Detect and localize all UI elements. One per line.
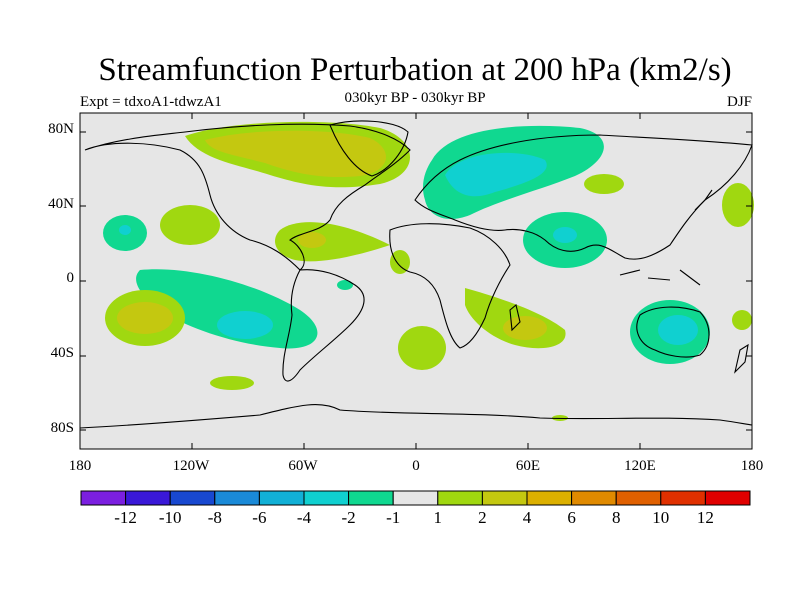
contour-ne-pacific-high — [160, 205, 220, 245]
colorbar-swatch — [169, 490, 216, 506]
lon-tick-120e: 120E — [624, 458, 656, 474]
colorbar-swatch — [214, 490, 260, 506]
colorbar-swatch — [348, 490, 394, 506]
colorbar-label: 1 — [433, 508, 443, 527]
coast-new-zealand — [734, 343, 749, 374]
colorbar-swatch — [437, 490, 483, 506]
chart-title: Streamfunction Perturbation at 200 hPa (… — [98, 52, 732, 88]
colorbar-label: 4 — [522, 508, 532, 527]
colorbar-label: -6 — [252, 508, 267, 527]
colorbar-label: -12 — [114, 508, 137, 527]
colorbar — [80, 490, 751, 506]
experiment-label: Expt = tdxoA1-tdwzA1 — [80, 94, 222, 110]
contour-eurasia-low-core — [445, 152, 547, 197]
contour-asia-high — [584, 174, 624, 194]
contour-na-high-core — [205, 130, 387, 178]
contour-spacific-low-core — [217, 311, 273, 339]
lon-tick-60w: 60W — [288, 458, 318, 474]
colorbar-label: -1 — [386, 508, 401, 527]
contour-eastpac-low — [337, 280, 353, 290]
colorbar-label: 10 — [652, 508, 670, 527]
colorbar-swatch — [392, 490, 439, 506]
coast-indonesia — [619, 269, 701, 286]
lat-tick-80s: 80S — [50, 420, 74, 436]
colorbar-swatch — [80, 490, 127, 506]
lat-tick-0: 0 — [66, 270, 75, 286]
lon-tick-60e: 60E — [515, 458, 541, 474]
coast-japan — [694, 189, 713, 211]
colorbar-swatch — [303, 490, 350, 506]
contour-caribbean-high — [275, 222, 390, 262]
colorbar-swatch — [258, 490, 305, 506]
coast-north-america — [84, 123, 411, 271]
coast-africa — [389, 223, 511, 349]
chart-subtitle: 030kyr BP - 030kyr BP — [344, 90, 486, 106]
contour-atlantic-high — [390, 250, 410, 274]
coastlines — [79, 120, 753, 429]
contour-spacific-high-core — [117, 302, 173, 334]
lon-tick-180e: 180 — [740, 458, 764, 474]
colorbar-label: 6 — [567, 508, 576, 527]
coast-greenland — [329, 120, 409, 177]
coast-antarctica — [79, 404, 753, 429]
contour-south-high — [210, 376, 254, 390]
colorbar-swatch — [571, 490, 617, 506]
contour-sw-pacific-high — [732, 310, 752, 330]
colorbar-label: -8 — [207, 508, 222, 527]
axis-ticks — [79, 113, 753, 449]
colorbar-swatch — [526, 490, 573, 506]
colorbar-swatch — [481, 490, 528, 506]
contour-indian-high-core — [503, 316, 547, 340]
coast-australia — [636, 306, 710, 358]
contour-fills — [103, 121, 754, 421]
contour-npacific-high — [722, 183, 754, 227]
lon-tick-0: 0 — [412, 458, 420, 474]
colorbar-label: -10 — [158, 508, 182, 527]
colorbar-swatch — [704, 490, 751, 506]
coast-south-america — [282, 269, 365, 382]
colorbar-swatch — [125, 490, 171, 506]
colorbar-label: 2 — [478, 508, 487, 527]
contour-pacific-low-core — [119, 225, 131, 235]
contour-caribbean-high-core — [298, 232, 326, 248]
contour-spacific-low — [136, 269, 318, 349]
colorbar-label: 12 — [696, 508, 714, 527]
coast-eurasia — [414, 134, 753, 260]
season-label: DJF — [726, 94, 752, 110]
colorbar-swatch — [660, 490, 706, 506]
colorbar-label: -4 — [296, 508, 312, 527]
lat-tick-40s: 40S — [50, 345, 74, 361]
lon-tick-120w: 120W — [172, 458, 210, 474]
contour-arabia-low-core — [553, 227, 577, 243]
lat-tick-40n: 40N — [48, 196, 74, 212]
lon-tick-180w: 180 — [68, 458, 92, 474]
colorbar-swatch — [615, 490, 662, 506]
contour-satlantic-high — [398, 326, 446, 370]
colorbar-label: -2 — [341, 508, 356, 527]
colorbar-label: 8 — [611, 508, 621, 527]
lat-tick-80n: 80N — [48, 121, 74, 137]
coast-madagascar — [509, 304, 521, 332]
contour-australia-low-core — [658, 315, 698, 345]
